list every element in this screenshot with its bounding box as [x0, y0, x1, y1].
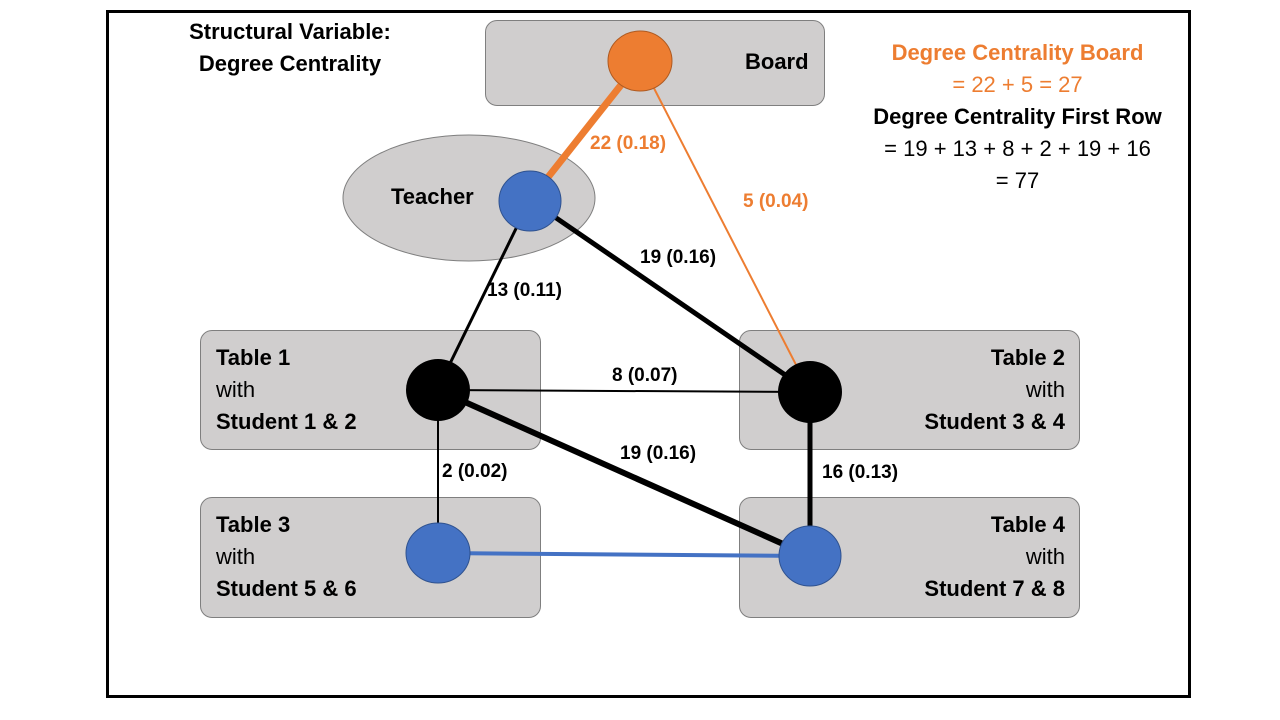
edge-table1-table4	[436, 387, 812, 559]
edge-label-teacher-table1: 13 (0.11)	[487, 280, 562, 301]
edge-label-table1-table2: 8 (0.07)	[612, 365, 678, 386]
title-line2: Degree Centrality	[198, 51, 382, 76]
table4-node	[778, 525, 842, 587]
table1-with: with	[216, 377, 256, 402]
edge-label-board-table2: 5 (0.04)	[743, 191, 809, 212]
first-row-centrality-label: Degree Centrality First Row	[873, 104, 1162, 129]
table1-label: Table 1 with Student 1 & 2	[216, 342, 357, 438]
table2-name: Table 2	[990, 345, 1065, 370]
edge-teacher-table2	[528, 197, 812, 395]
edge-table3-table4	[437, 551, 811, 558]
table3-box	[200, 497, 541, 618]
edge-table1-table2	[437, 389, 811, 393]
table1-students: Student 1 & 2	[216, 409, 357, 434]
table2-node	[778, 361, 842, 423]
first-row-centrality-eq: = 19 + 13 + 8 + 2 + 19 + 16	[884, 136, 1151, 161]
edge-label-table1-table3: 2 (0.02)	[442, 461, 508, 482]
board-centrality-eq: = 22 + 5 = 27	[952, 72, 1083, 97]
board-centrality-label: Degree Centrality Board	[891, 40, 1144, 65]
teacher-node	[498, 170, 562, 232]
table1-name: Table 1	[216, 345, 291, 370]
table4-with: with	[1025, 544, 1065, 569]
board-node	[607, 30, 673, 92]
diagram-title: Structural Variable: Degree Centrality	[160, 16, 420, 80]
table3-label: Table 3 with Student 5 & 6	[216, 509, 357, 605]
edge-label-table1-table4: 19 (0.16)	[620, 443, 697, 464]
table3-node	[405, 522, 471, 584]
table2-with: with	[1025, 377, 1065, 402]
title-line1: Structural Variable:	[189, 19, 391, 44]
board-label: Board	[745, 49, 809, 74]
edge-board-table2	[639, 60, 811, 393]
edge-label-teacher-table2: 19 (0.16)	[640, 247, 717, 268]
edge-teacher-table1	[436, 199, 532, 389]
table1-node	[406, 359, 470, 421]
centrality-formula: Degree Centrality Board = 22 + 5 = 27 De…	[830, 37, 1205, 197]
teacher-label: Teacher	[391, 184, 474, 209]
edge-label-table2-table4: 16 (0.13)	[822, 462, 899, 483]
first-row-centrality-result: = 77	[995, 168, 1040, 193]
table3-with: with	[216, 544, 256, 569]
table4-students: Student 7 & 8	[924, 576, 1065, 601]
edge-label-board-teacher: 22 (0.18)	[590, 133, 667, 154]
table4-name: Table 4	[990, 512, 1065, 537]
table4-label: Table 4 with Student 7 & 8	[880, 509, 1065, 605]
table3-students: Student 5 & 6	[216, 576, 357, 601]
table2-students: Student 3 & 4	[924, 409, 1065, 434]
table2-label: Table 2 with Student 3 & 4	[880, 342, 1065, 438]
table3-name: Table 3	[216, 512, 291, 537]
table4-box	[739, 497, 1080, 618]
